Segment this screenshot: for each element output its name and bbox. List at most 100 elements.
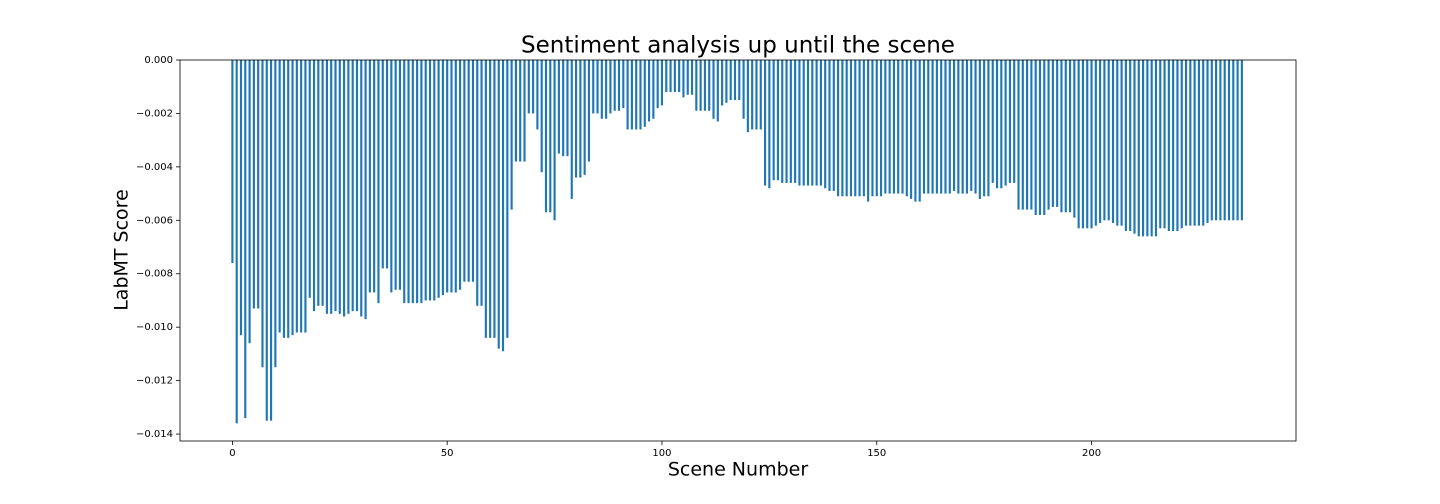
bar	[643, 60, 646, 127]
bar	[381, 60, 384, 269]
bar	[463, 60, 466, 282]
bar	[1064, 60, 1067, 213]
bar	[1129, 60, 1132, 231]
bar	[562, 60, 565, 157]
bar	[1103, 60, 1106, 221]
bar	[785, 60, 788, 183]
bar	[407, 60, 410, 304]
bar	[970, 60, 973, 191]
bar	[768, 60, 771, 189]
bar	[678, 60, 681, 93]
bar	[510, 60, 513, 210]
bar	[540, 60, 543, 173]
bar	[373, 60, 376, 293]
bar	[312, 60, 316, 312]
bar	[1184, 60, 1188, 226]
bar	[592, 60, 595, 114]
bar	[600, 60, 603, 119]
x-tick-label: 150	[867, 448, 886, 459]
bar	[330, 60, 333, 314]
bar	[630, 60, 633, 130]
bar	[626, 60, 629, 130]
bar	[918, 60, 921, 202]
y-axis-label: LabMT Score	[111, 189, 133, 311]
bar	[811, 60, 814, 186]
bar	[308, 60, 311, 298]
bar	[738, 60, 741, 101]
bar	[1176, 60, 1179, 231]
bar	[1004, 60, 1007, 186]
bar	[609, 60, 612, 114]
bar	[433, 60, 436, 301]
bar	[652, 60, 655, 119]
bar	[493, 60, 496, 338]
bar	[1227, 60, 1231, 221]
bar	[798, 60, 801, 186]
bar	[1154, 60, 1158, 237]
bar	[995, 60, 999, 189]
bar	[248, 60, 251, 344]
bar	[377, 60, 380, 304]
bar	[489, 60, 492, 338]
bar	[1008, 60, 1011, 183]
bar	[695, 60, 698, 111]
bar	[763, 60, 767, 186]
bar	[1081, 60, 1085, 229]
bar	[806, 60, 810, 186]
bar	[454, 60, 457, 293]
bar	[343, 60, 346, 317]
bar	[1111, 60, 1115, 223]
bar	[927, 60, 930, 194]
bar	[1172, 60, 1175, 231]
bar	[845, 60, 848, 197]
bar	[854, 60, 857, 197]
bar	[690, 60, 694, 95]
bar	[1197, 60, 1200, 226]
bar	[1056, 60, 1059, 207]
bar	[742, 60, 745, 119]
bar	[235, 60, 238, 424]
bar	[1017, 60, 1020, 210]
bar	[759, 60, 762, 130]
bar	[368, 60, 371, 293]
bar	[355, 60, 359, 312]
bar	[961, 60, 964, 194]
bar	[613, 60, 616, 111]
bar	[385, 60, 389, 269]
bar	[1232, 60, 1235, 221]
bar	[476, 60, 479, 306]
bar	[265, 60, 268, 421]
bar	[686, 60, 689, 95]
bar	[682, 60, 685, 98]
bar	[1090, 60, 1093, 229]
bar	[1120, 60, 1123, 226]
bar	[1077, 60, 1080, 229]
bar	[1026, 60, 1029, 210]
x-tick-label: 200	[1082, 448, 1101, 459]
bar	[665, 60, 668, 93]
chart-title: Sentiment analysis up until the scene	[521, 33, 955, 59]
bar	[1068, 60, 1072, 213]
bar	[484, 60, 487, 338]
bar	[467, 60, 470, 282]
bar	[291, 60, 294, 336]
bar	[411, 60, 414, 304]
bar	[935, 60, 938, 194]
x-tick-label: 50	[441, 448, 454, 459]
bar	[1124, 60, 1127, 231]
bar	[579, 60, 582, 178]
y-tick-label: −0.010	[136, 322, 173, 333]
bar	[897, 60, 900, 194]
bar	[1206, 60, 1209, 223]
bar	[360, 60, 363, 317]
bar	[347, 60, 350, 314]
bar	[1189, 60, 1192, 226]
bar	[338, 60, 341, 314]
bar	[983, 60, 986, 197]
bar	[1047, 60, 1050, 210]
bar	[708, 60, 711, 111]
bar	[772, 60, 775, 181]
bar	[514, 60, 517, 162]
bar	[871, 60, 874, 197]
bar	[1146, 60, 1149, 237]
